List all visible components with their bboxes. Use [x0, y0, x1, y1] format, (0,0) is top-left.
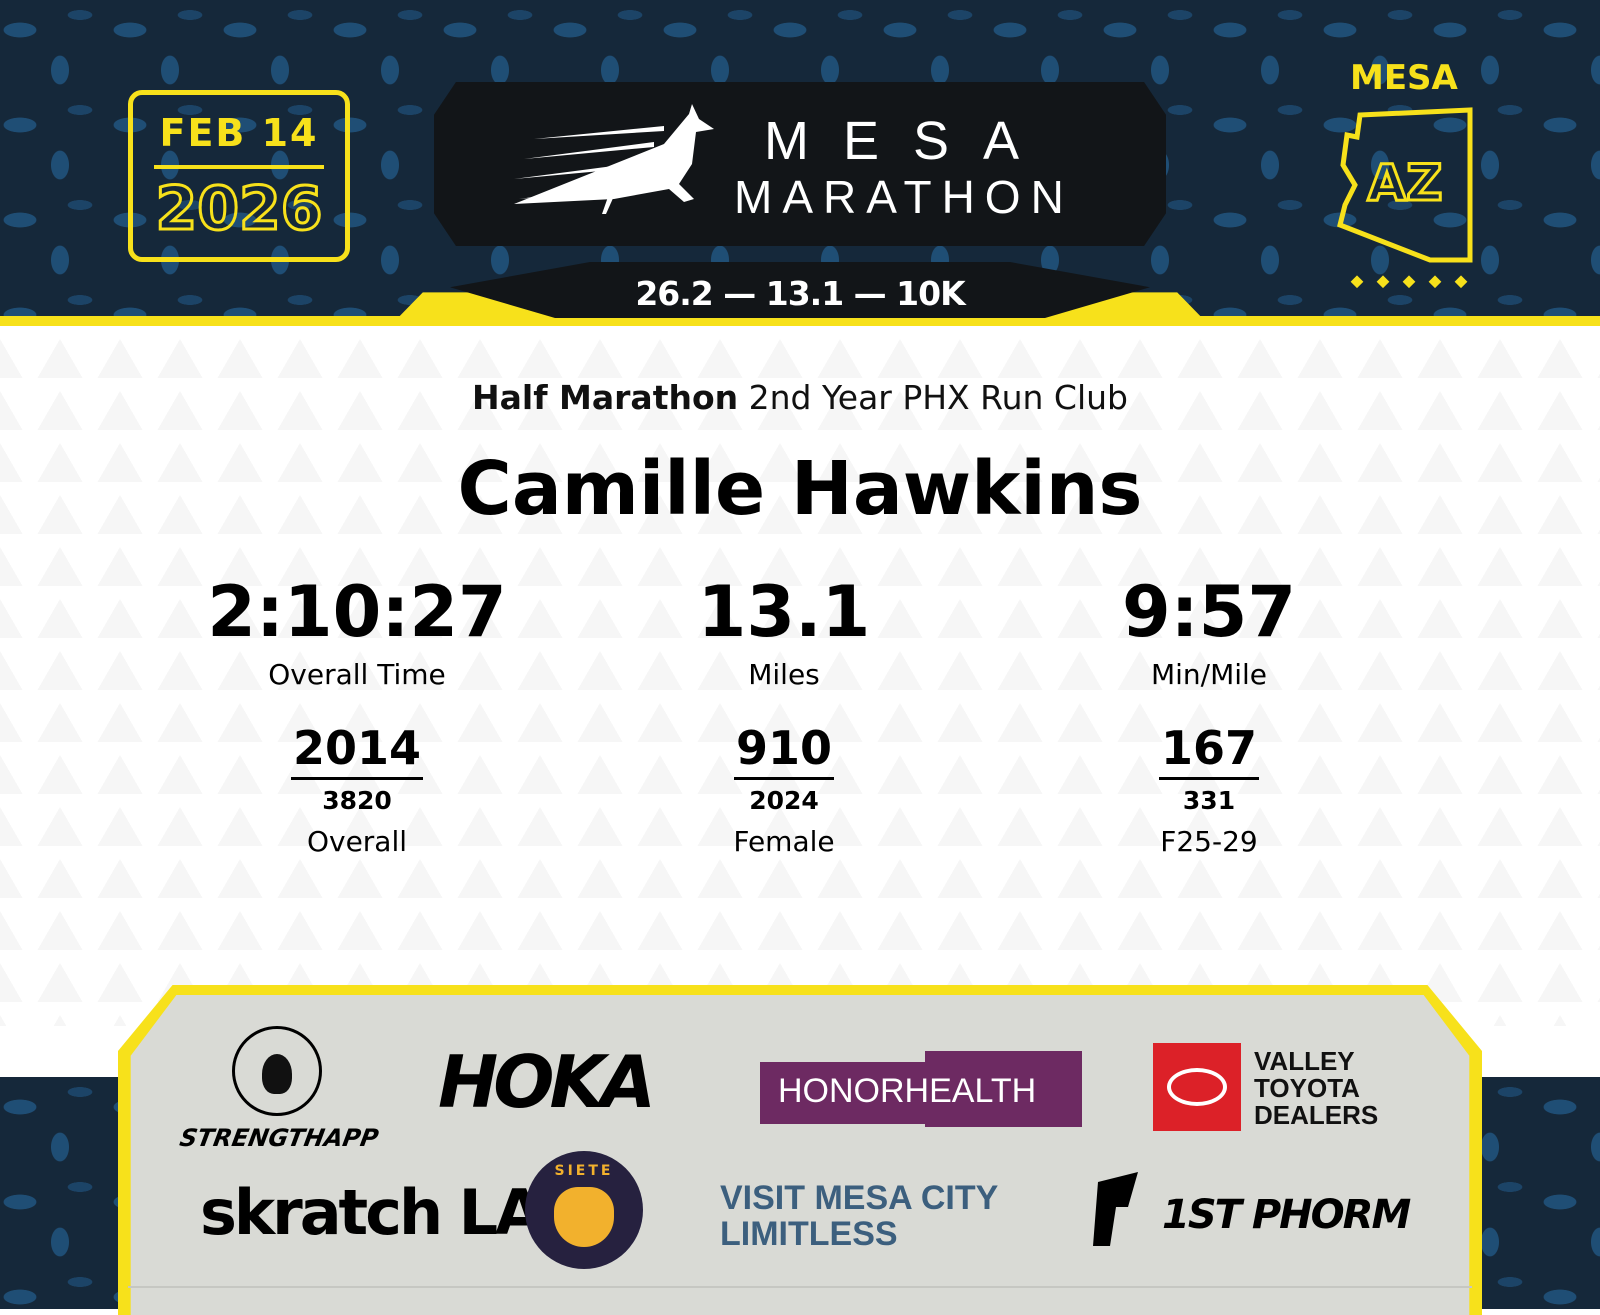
eagle-icon	[554, 1187, 614, 1247]
event-logo: MESA MARATHON	[434, 82, 1166, 246]
sponsor-visit-mesa: VISIT MESA CITY LIMITLESS	[720, 1179, 998, 1253]
rank-place: 167	[1158, 719, 1260, 780]
sponsor-hoka: HOKA	[438, 1040, 656, 1124]
stat-value: 13.1	[697, 571, 871, 653]
rank-total: 3820	[322, 786, 392, 815]
rank-label: Female	[733, 825, 835, 858]
rank-label: F25-29	[1160, 825, 1258, 858]
race-name: Half Marathon	[472, 378, 739, 417]
distance-tab	[450, 262, 1150, 318]
stat-value: 9:57	[1121, 571, 1297, 653]
sponsor-panel	[130, 995, 1470, 1315]
stat-column-pace: 9:57 Min/Mile 167 331 F25-29	[1009, 572, 1409, 858]
state-city: MESA	[1350, 58, 1458, 98]
runner-name: Camille Hawkins	[457, 446, 1143, 532]
sponsor-honorhealth: HONORHEALTH	[760, 1051, 1082, 1127]
rank-total: 331	[1182, 786, 1236, 815]
arizona-map-icon: AZ	[1337, 107, 1473, 289]
state-abbr: AZ	[1368, 154, 1443, 212]
stat-column-miles: 13.1 Miles 910 2024 Female	[584, 572, 984, 858]
rank-label: Overall	[306, 825, 408, 858]
date-year: 2026	[154, 174, 324, 244]
stat-value: 2:10:27	[207, 571, 507, 653]
date-day: FEB 14	[159, 111, 319, 155]
race-info: Half Marathon 2nd Year PHX Run Club	[0, 378, 1600, 417]
date-badge: FEB 14 2026	[128, 90, 350, 262]
divider	[154, 165, 324, 169]
results-background	[0, 326, 1600, 1026]
stat-column-time: 2:10:27 Overall Time 2014 3820 Overall	[157, 572, 557, 858]
logo-subtitle: MARATHON	[734, 171, 1074, 223]
stat-label: Min/Mile	[1150, 658, 1268, 691]
sponsor-siete: SIETE	[525, 1151, 643, 1269]
distances: 26.2 — 13.1 — 10K	[635, 274, 965, 313]
toyota-icon	[1153, 1043, 1241, 1131]
rank-total: 2024	[749, 786, 819, 815]
stat-label: Miles	[748, 658, 820, 691]
phorm-icon	[1093, 1172, 1138, 1246]
stat-label: Overall Time	[268, 658, 446, 691]
rank-place: 910	[733, 719, 835, 780]
team-name: 2nd Year PHX Run Club	[748, 378, 1128, 417]
bicep-icon	[232, 1026, 322, 1116]
divider	[128, 1286, 1472, 1288]
rank-place: 2014	[290, 719, 424, 780]
logo-title: MESA	[764, 111, 1054, 171]
roadrunner-icon	[514, 104, 714, 214]
